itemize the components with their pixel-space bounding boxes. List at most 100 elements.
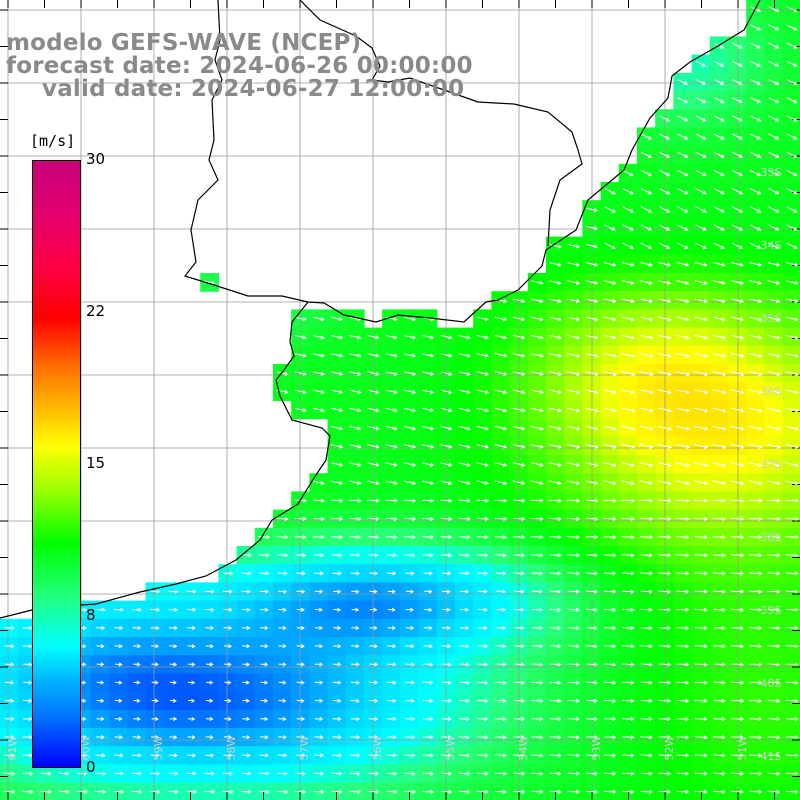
wind-arrow: [477, 698, 489, 703]
wind-arrow: [675, 389, 691, 395]
wind-arrow: [549, 298, 562, 304]
wind-arrow: [441, 625, 451, 631]
wind-arrow: [767, 534, 781, 540]
wind-arrow: [658, 188, 671, 195]
wind-arrow: [387, 607, 396, 612]
wind-arrow: [294, 335, 307, 340]
wind-arrow: [731, 224, 744, 231]
wind-arrow: [604, 242, 616, 249]
wind-arrow: [639, 498, 654, 503]
wind-arrow: [349, 534, 362, 540]
wind-arrow: [731, 716, 744, 722]
wind-arrow: [549, 262, 562, 267]
wind-arrow: [241, 771, 252, 776]
wind-arrow: [459, 698, 471, 703]
wind-arrow: [567, 698, 580, 703]
wind-arrow: [603, 534, 617, 540]
wind-arrow: [694, 553, 708, 558]
wind-arrow: [767, 789, 781, 794]
wind-arrow: [204, 771, 215, 776]
wind-arrow: [151, 698, 159, 703]
wind-arrow: [296, 644, 305, 649]
wind-arrow: [440, 462, 453, 467]
wind-arrow: [349, 389, 362, 394]
wind-arrow: [404, 698, 415, 703]
wind-arrow: [477, 662, 489, 667]
wind-arrow: [23, 680, 33, 685]
wind-arrow: [258, 534, 271, 540]
wind-arrow: [585, 644, 598, 649]
wind-arrow: [639, 462, 654, 467]
wind-arrow: [169, 680, 177, 685]
wind-arrow: [749, 553, 763, 558]
wind-arrow: [476, 389, 489, 395]
wind-arrow: [314, 680, 324, 685]
wind-arrow: [567, 553, 580, 558]
wind-arrow: [603, 753, 617, 758]
wind-arrow: [405, 571, 415, 576]
wind-arrow: [440, 516, 453, 521]
wind-arrow: [259, 589, 270, 594]
wind-arrow: [749, 188, 762, 195]
wind-arrow: [767, 625, 781, 631]
wind-arrow: [694, 607, 708, 612]
wind-arrow: [296, 680, 305, 685]
wind-arrow: [314, 571, 324, 576]
wind-arrow: [421, 335, 435, 340]
wind-arrow: [749, 298, 763, 304]
wind-arrow: [387, 571, 397, 576]
wind-arrow: [567, 716, 580, 722]
latitude-label: 40S: [761, 677, 782, 690]
wind-arrow: [513, 735, 526, 740]
wind-arrow: [312, 516, 325, 521]
wind-arrow: [530, 462, 544, 467]
wind-arrow: [658, 262, 671, 267]
wind-arrow: [640, 607, 653, 612]
wind-arrow: [294, 407, 307, 413]
wind-arrow: [350, 716, 360, 722]
wind-arrow: [567, 680, 580, 685]
wind-arrow: [585, 771, 599, 776]
wind-arrow: [351, 644, 360, 649]
wind-arrow: [639, 353, 654, 358]
wind-arrow: [603, 298, 617, 304]
wind-arrow: [567, 425, 581, 431]
wind-arrow: [387, 589, 396, 594]
wind-arrow: [659, 133, 671, 140]
wind-arrow: [440, 425, 453, 431]
wind-arrow: [658, 206, 671, 213]
wind-arrow: [531, 771, 544, 776]
wind-arrow: [731, 115, 743, 122]
wind-arrow: [585, 516, 599, 521]
wind-arrow: [440, 498, 453, 503]
wind-arrow: [730, 534, 745, 540]
wind-arrow: [767, 334, 781, 340]
wind-arrow: [640, 553, 653, 558]
wind-arrow: [223, 589, 233, 594]
wind-arrow: [4, 625, 15, 631]
wind-arrow: [169, 662, 178, 667]
wind-arrow: [676, 498, 690, 503]
wind-arrow: [767, 716, 781, 722]
wind-arrow: [622, 644, 635, 649]
wind-arrow: [278, 680, 287, 685]
wind-arrow: [712, 371, 727, 377]
wind-arrow: [423, 589, 433, 594]
longitude-label: 52W: [663, 735, 676, 760]
wind-arrow: [278, 735, 287, 740]
wind-arrow: [351, 589, 360, 594]
wind-arrow: [749, 262, 762, 267]
wind-arrow: [242, 680, 250, 685]
wind-arrow: [675, 425, 691, 431]
wind-arrow: [640, 698, 653, 703]
wind-arrow: [113, 753, 124, 758]
wind-arrow: [295, 771, 307, 776]
wind-arrow: [622, 242, 634, 249]
wind-arrow: [567, 589, 580, 594]
wind-arrow: [349, 789, 362, 794]
wind-arrow: [585, 407, 599, 413]
wind-arrow: [405, 625, 415, 631]
wind-arrow: [567, 353, 581, 358]
wind-arrow: [441, 680, 452, 685]
wind-arrow: [730, 516, 745, 521]
